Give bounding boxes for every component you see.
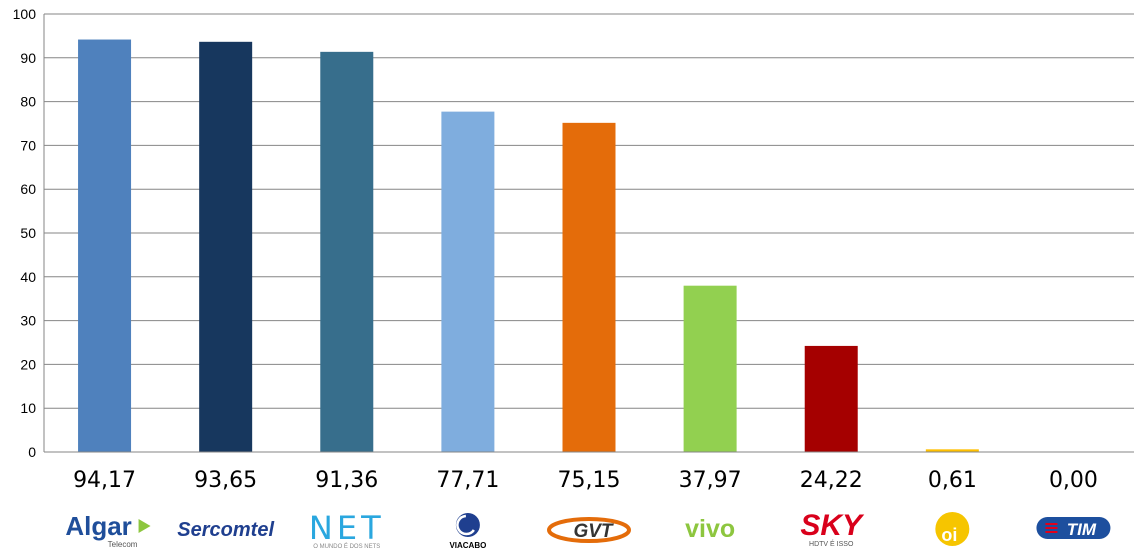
y-tick-label: 10 <box>20 400 36 416</box>
bar <box>441 111 495 453</box>
svg-text:TIM: TIM <box>1067 520 1097 539</box>
y-tick-label: 90 <box>20 50 36 66</box>
sercomtel-logo: Sercomtel <box>177 519 274 541</box>
y-axis-ticks: 0 10 20 30 40 50 60 70 80 90 100 <box>13 6 37 460</box>
y-tick-label: 0 <box>28 444 36 460</box>
bar <box>78 39 132 452</box>
y-tick-label: 70 <box>20 137 36 153</box>
axes <box>43 14 1134 453</box>
vivo-logo: vivo <box>685 515 735 543</box>
svg-text:Telecom: Telecom <box>108 540 138 549</box>
viacabo-logo: VIACABO <box>449 513 486 549</box>
svg-text:GVT: GVT <box>573 521 613 542</box>
svg-text:O MUNDO É DOS NETS: O MUNDO É DOS NETS <box>313 543 380 549</box>
y-tick-label: 100 <box>13 6 37 22</box>
svg-text:NET: NET <box>309 509 385 547</box>
data-labels: 94,17 93,65 91,36 77,71 75,15 37,97 24,22 0,61 0… <box>73 468 1098 493</box>
y-tick-label: 60 <box>20 181 36 197</box>
y-tick-label: 20 <box>20 356 36 372</box>
bar <box>683 285 737 452</box>
bar <box>199 41 253 453</box>
y-tick-label: 50 <box>20 225 36 241</box>
data-label: 0,00 <box>1049 468 1098 493</box>
data-label: 94,17 <box>73 468 136 493</box>
data-label: 37,97 <box>679 468 742 493</box>
y-tick-label: 30 <box>20 313 36 329</box>
data-label: 24,22 <box>800 468 863 493</box>
y-tick-label: 40 <box>20 269 36 285</box>
svg-text:Sercomtel: Sercomtel <box>177 519 274 541</box>
svg-text:oi: oi <box>941 525 957 545</box>
svg-text:VIACABO: VIACABO <box>449 541 486 549</box>
bar <box>562 122 616 452</box>
bar <box>804 345 858 452</box>
data-label: 77,71 <box>436 468 499 493</box>
svg-text:vivo: vivo <box>685 515 735 543</box>
bar <box>320 51 374 452</box>
oi-logo: oi <box>935 512 970 546</box>
data-label: 75,15 <box>558 468 621 493</box>
data-label: 0,61 <box>928 468 977 493</box>
svg-text:Algar: Algar <box>65 511 131 541</box>
tim-logo: TIM <box>1036 517 1111 539</box>
svg-text:HDTV É ISSO: HDTV É ISSO <box>809 539 854 548</box>
data-label: 91,36 <box>315 468 378 493</box>
y-tick-label: 80 <box>20 94 36 110</box>
gvt-logo: GVT <box>547 517 631 543</box>
bars <box>78 39 979 453</box>
svg-text:SKY: SKY <box>800 509 865 542</box>
bar <box>925 449 979 452</box>
data-label: 93,65 <box>194 468 257 493</box>
